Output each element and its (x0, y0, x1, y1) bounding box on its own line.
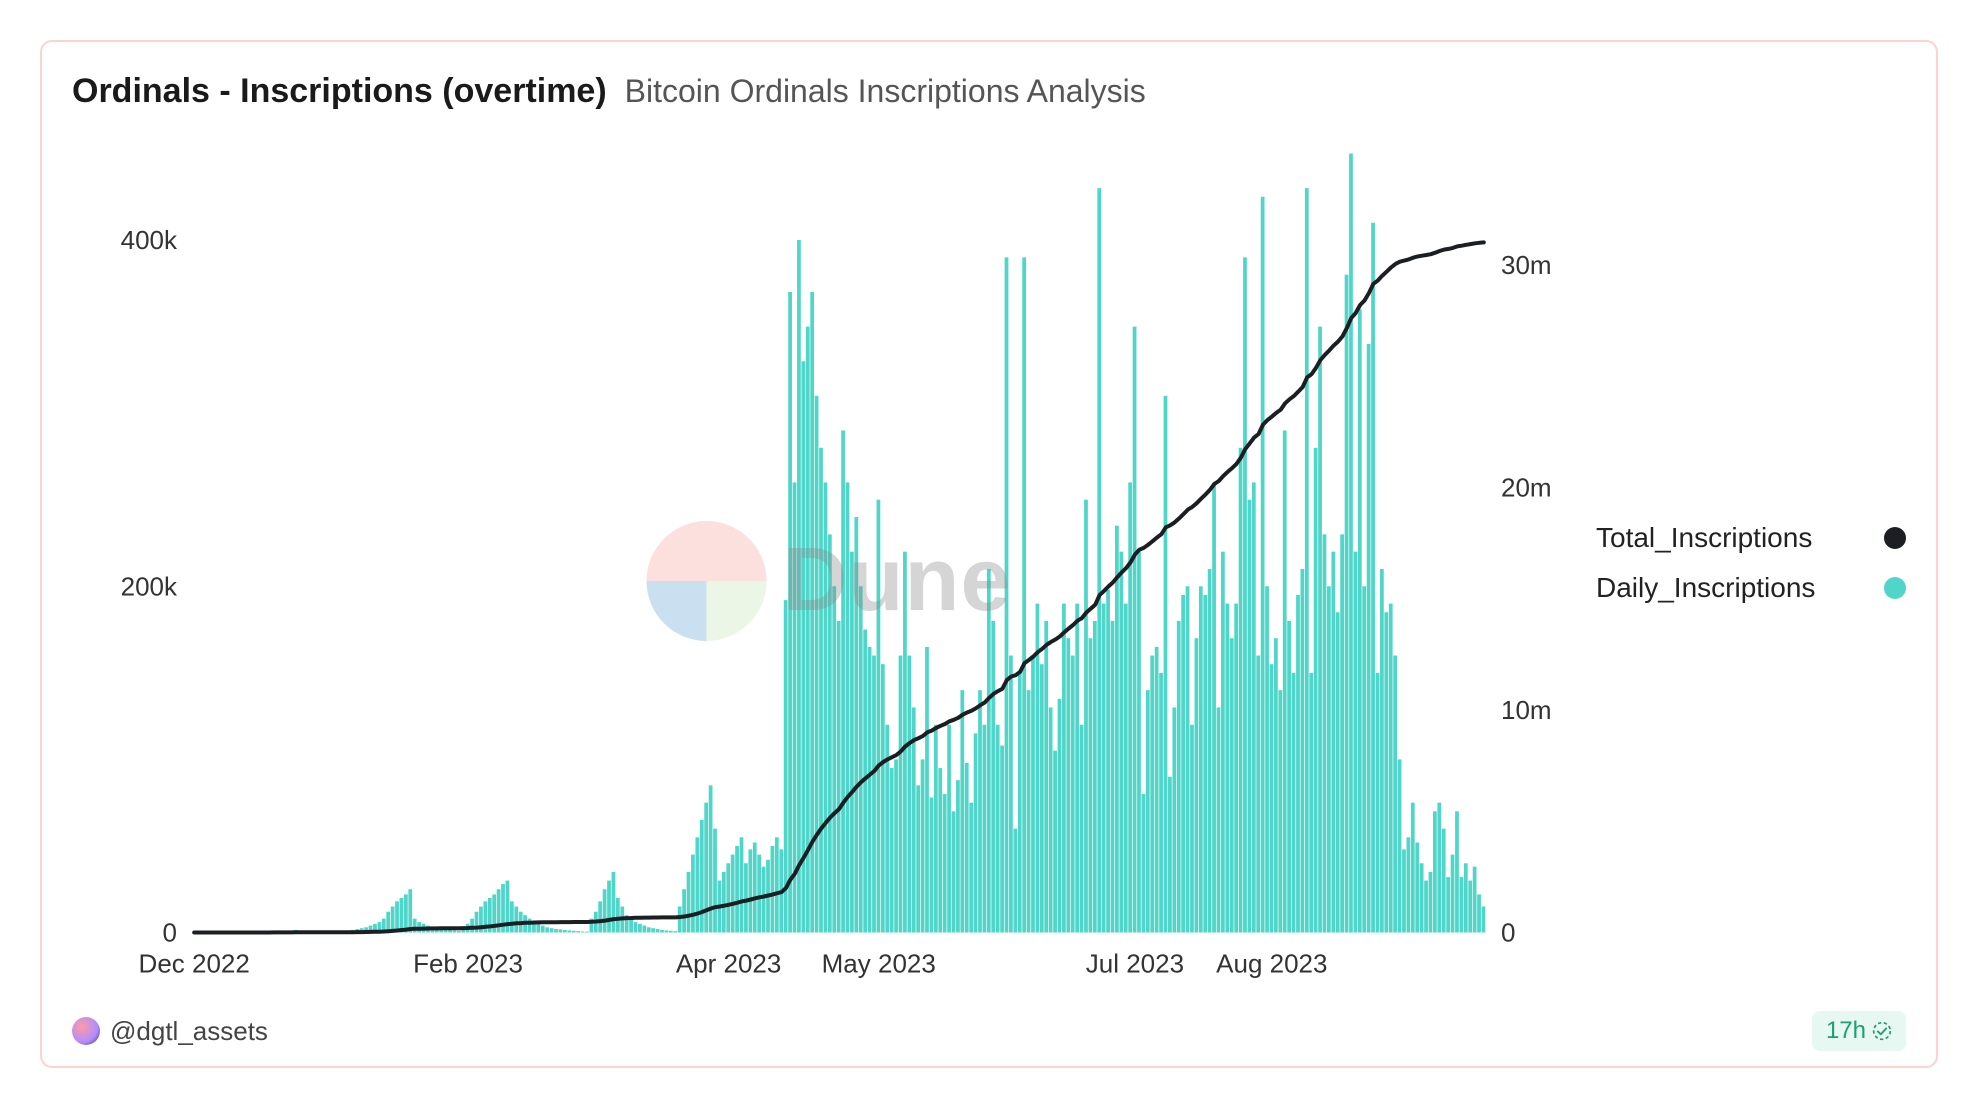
svg-text:0: 0 (163, 918, 177, 948)
legend-label: Total_Inscriptions (1596, 522, 1812, 554)
legend-swatch (1884, 527, 1906, 549)
check-icon (1872, 1021, 1892, 1041)
svg-text:200k: 200k (121, 571, 178, 601)
svg-text:20m: 20m (1501, 472, 1552, 502)
svg-text:10m: 10m (1501, 695, 1552, 725)
author-handle: @dgtl_assets (110, 1016, 268, 1047)
legend: Total_Inscriptions Daily_Inscriptions (1586, 121, 1906, 1005)
legend-item-total: Total_Inscriptions (1596, 522, 1906, 554)
chart-svg: 0 200k 400k 0 10m 20m 30m Dec 2022 Feb 2023 Apr 2… (72, 121, 1586, 1005)
svg-text:Dec 2022: Dec 2022 (139, 949, 250, 979)
legend-label: Daily_Inscriptions (1596, 572, 1815, 604)
svg-text:Jul 2023: Jul 2023 (1086, 949, 1184, 979)
chart-subtitle: Bitcoin Ordinals Inscriptions Analysis (625, 73, 1146, 110)
card-footer: @dgtl_assets 17h (72, 1011, 1906, 1051)
chart-header: Ordinals - Inscriptions (overtime) Bitco… (72, 72, 1906, 111)
chart-title: Ordinals - Inscriptions (overtime) (72, 72, 607, 111)
author-link[interactable]: @dgtl_assets (72, 1016, 268, 1047)
svg-text:Feb 2023: Feb 2023 (413, 949, 523, 979)
svg-text:0: 0 (1501, 918, 1515, 948)
legend-swatch (1884, 577, 1906, 599)
svg-text:400k: 400k (121, 225, 178, 255)
svg-text:May 2023: May 2023 (822, 949, 936, 979)
freshness-badge[interactable]: 17h (1812, 1011, 1906, 1051)
legend-item-daily: Daily_Inscriptions (1596, 572, 1906, 604)
svg-text:Aug 2023: Aug 2023 (1216, 949, 1327, 979)
age-text: 17h (1826, 1017, 1866, 1045)
chart-card: Ordinals - Inscriptions (overtime) Bitco… (40, 40, 1938, 1068)
author-avatar (72, 1017, 100, 1045)
chart-plot-area: Dune 0200k400k010m20m30mDec 2022Feb 2023… (72, 121, 1586, 1005)
svg-text:Apr 2023: Apr 2023 (676, 949, 782, 979)
svg-text:30m: 30m (1501, 250, 1552, 280)
